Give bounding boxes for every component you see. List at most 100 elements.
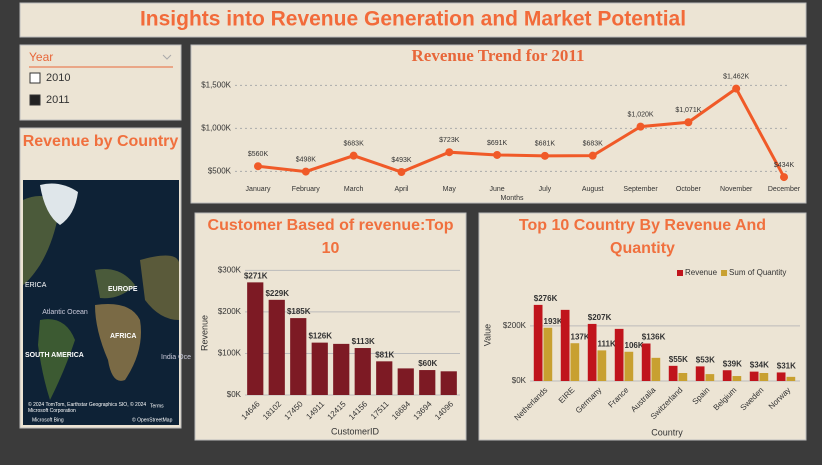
data-label: $113K — [352, 337, 375, 346]
panel — [194, 212, 467, 441]
data-label: $31K — [777, 362, 796, 371]
data-label: $207K — [588, 313, 612, 322]
data-label: $493K — [391, 157, 412, 164]
map-label: AFRICA — [110, 333, 136, 340]
x-tick-label: April — [394, 186, 408, 193]
point — [732, 84, 741, 93]
checkbox-checked[interactable] — [29, 94, 41, 106]
dashboard-title: Insights into Revenue Generation and Mar… — [140, 8, 686, 31]
bar — [695, 366, 705, 381]
y-tick-label: $1,500K — [201, 80, 231, 89]
bar — [624, 351, 634, 381]
bar — [290, 318, 307, 395]
y-tick-label: $500K — [208, 167, 232, 176]
chart-title-box: Top 10 Country By Revenue And Quantity — [518, 217, 767, 257]
data-label: $39K — [723, 359, 742, 368]
greenland — [40, 183, 78, 225]
point — [349, 151, 358, 160]
x-tick-label: June — [489, 186, 504, 193]
map-bing: Microsoft Bing — [32, 417, 64, 423]
legend-swatch — [721, 270, 728, 276]
checkbox[interactable] — [29, 72, 41, 84]
line — [257, 86, 786, 178]
data-label: $723K — [439, 137, 460, 144]
bar — [614, 328, 624, 381]
bar — [268, 299, 285, 395]
y-axis-label: Value — [482, 324, 492, 346]
data-label: $683K — [344, 140, 365, 147]
map-title-box: Revenue by Country — [22, 133, 179, 150]
bar — [419, 370, 436, 395]
map-label: ERICA — [25, 282, 47, 289]
x-axis-label: CustomerID — [331, 426, 380, 436]
data-label: $681K — [535, 141, 556, 148]
bar — [333, 343, 350, 395]
north-america — [23, 196, 60, 285]
bar — [786, 376, 796, 381]
chart-title: Top 10 Country By Revenue And Quantity — [518, 217, 767, 257]
x-tick-label: May — [443, 186, 457, 193]
data-label: $691K — [487, 140, 508, 147]
chart-title: Customer Based of revenue:Top 10 — [207, 217, 454, 257]
data-label: 111K — [598, 340, 616, 349]
bar — [570, 343, 580, 381]
slicer-item[interactable]: 2010 — [46, 72, 70, 84]
x-tick-label: February — [292, 186, 321, 193]
data-label: $60K — [418, 359, 437, 368]
y-tick-label: $1,000K — [201, 123, 231, 132]
bar — [440, 371, 457, 395]
y-axis-label: Revenue — [199, 315, 209, 351]
slicer-box — [19, 44, 182, 121]
map-osm[interactable]: © OpenStreetMap — [132, 416, 173, 423]
data-label: $1,462K — [723, 73, 749, 80]
point — [445, 148, 454, 157]
point — [540, 151, 549, 160]
data-label: $498K — [296, 156, 317, 163]
bar — [311, 342, 328, 395]
bar — [722, 370, 732, 381]
point — [254, 162, 262, 171]
x-tick-label: September — [623, 186, 658, 193]
point — [684, 118, 693, 127]
bar — [668, 365, 678, 381]
map-label: India Oce — [161, 354, 191, 361]
point — [301, 167, 310, 176]
data-label: $1,071K — [675, 107, 701, 114]
data-label: $229K — [265, 289, 289, 298]
data-label: $276K — [534, 294, 558, 303]
y-tick-label: $0K — [512, 376, 527, 385]
data-label: 193K — [544, 317, 563, 326]
y-tick-label: $100K — [218, 349, 242, 358]
slicer-item[interactable]: 2011 — [46, 94, 70, 106]
bar — [705, 374, 715, 381]
title-box — [19, 2, 807, 38]
map-label: SOUTH AMERICA — [25, 352, 84, 359]
bar — [749, 371, 759, 381]
bar — [651, 357, 661, 381]
x-tick-label: October — [676, 186, 702, 193]
x-tick-label: August — [582, 186, 604, 193]
data-label: $1,020K — [627, 111, 653, 118]
bar — [533, 304, 543, 381]
data-label: $185K — [287, 307, 311, 316]
data-label: $55K — [669, 355, 688, 364]
slicer-title: Year — [29, 50, 53, 64]
x-tick-label: November — [720, 186, 753, 193]
map-title: Revenue by Country — [22, 133, 179, 150]
chart-title: Revenue Trend for 2011 — [412, 46, 585, 65]
legend-swatch — [677, 270, 683, 276]
y-tick-label: $200K — [218, 307, 242, 316]
africa — [95, 304, 141, 381]
y-tick-label: $300K — [218, 265, 242, 274]
bar — [560, 309, 570, 381]
bar — [354, 348, 371, 395]
slicer-chevron[interactable] — [162, 54, 172, 60]
europe — [95, 269, 135, 299]
map-terms[interactable]: Terms — [150, 403, 164, 409]
asia — [140, 255, 179, 320]
map-credit-box: © 2024 TomTom, Earthstar Geographics SIO… — [28, 402, 146, 414]
x-tick-label: December — [768, 186, 801, 193]
bar — [376, 361, 393, 395]
